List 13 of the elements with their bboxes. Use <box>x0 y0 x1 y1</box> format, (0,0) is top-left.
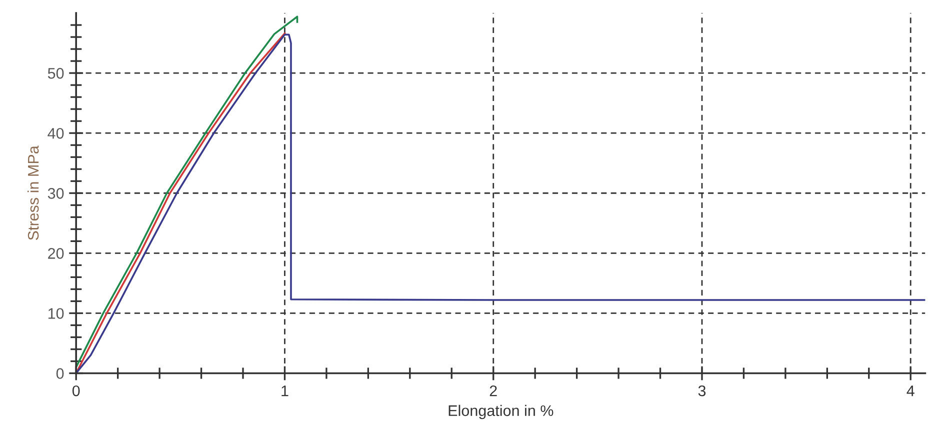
y-tick-label: 50 <box>48 68 64 79</box>
x-tick-label: 3 <box>698 385 706 396</box>
y-tick-label: 20 <box>48 248 64 259</box>
x-axis-title: Elongation in % <box>448 404 554 420</box>
x-tick-label: 0 <box>72 385 80 396</box>
y-tick-label: 30 <box>48 188 64 199</box>
x-tick-label: 4 <box>906 386 914 396</box>
x-tick-label: 1 <box>282 386 288 396</box>
y-tick-label: 0 <box>56 368 64 379</box>
y-tick-label: 10 <box>48 308 64 319</box>
y-tick-label: 40 <box>48 128 64 139</box>
y-axis-title: Stress in MPa <box>28 146 39 240</box>
x-tick-label: 2 <box>490 385 497 396</box>
